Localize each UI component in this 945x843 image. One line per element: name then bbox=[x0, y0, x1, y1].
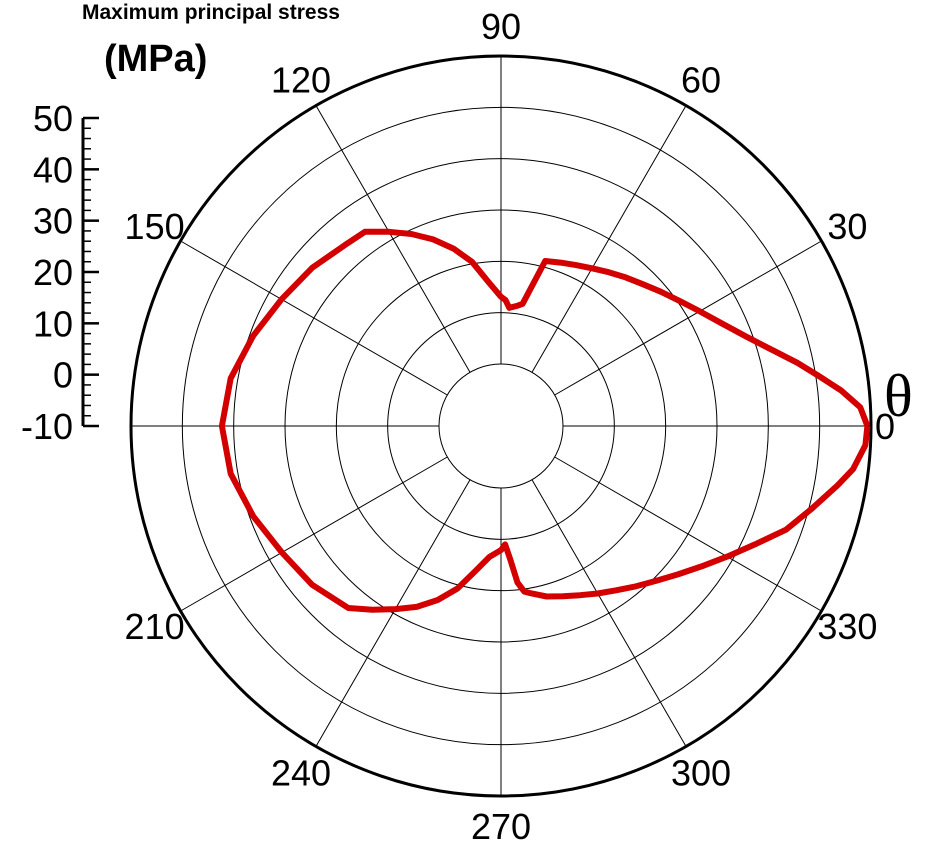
grid-ring bbox=[438, 363, 564, 489]
angle-tick-label: 240 bbox=[271, 752, 331, 793]
radial-tick-label: 30 bbox=[33, 201, 73, 242]
angular-axis-title: θ bbox=[884, 363, 913, 429]
radial-axis-unit: (MPa) bbox=[104, 38, 208, 80]
angle-tick-label: 150 bbox=[125, 206, 185, 247]
angular-tick-labels: 0 30 60 90 120 150 210 240 270 300 330 bbox=[125, 6, 895, 843]
angle-tick-label: 330 bbox=[817, 606, 877, 647]
angle-tick-label: 90 bbox=[481, 6, 521, 47]
radial-tick-label: -10 bbox=[21, 406, 73, 447]
grid-spoke bbox=[180, 456, 448, 612]
angle-tick-label: 120 bbox=[271, 60, 331, 101]
radial-tick-label: 20 bbox=[33, 252, 73, 293]
grid-spoke bbox=[315, 105, 471, 373]
grid-spoke bbox=[531, 479, 687, 747]
radial-axis-title: Maximum principal stress bbox=[82, 1, 340, 24]
grid-spoke bbox=[554, 456, 822, 612]
polar-grid bbox=[129, 54, 873, 798]
radial-tick-label: 50 bbox=[33, 98, 73, 139]
angle-tick-label: 30 bbox=[827, 206, 867, 247]
grid-spoke bbox=[554, 240, 822, 396]
series-layer bbox=[218, 228, 871, 613]
radial-tick-label: 10 bbox=[33, 303, 73, 344]
radial-tick-label: 0 bbox=[53, 355, 73, 396]
angle-tick-label: 210 bbox=[125, 606, 185, 647]
grid-spoke bbox=[531, 105, 687, 373]
grid-spoke bbox=[180, 240, 448, 396]
radial-axis: 50 40 30 20 10 0 -10 bbox=[21, 98, 99, 447]
angle-tick-label: 0 bbox=[875, 406, 895, 447]
series-line bbox=[218, 228, 871, 613]
angle-tick-label: 300 bbox=[671, 752, 731, 793]
angle-tick-label: 270 bbox=[471, 806, 531, 843]
angle-tick-label: 60 bbox=[681, 60, 721, 101]
grid-spoke bbox=[315, 479, 471, 747]
radial-tick-label: 40 bbox=[33, 149, 73, 190]
